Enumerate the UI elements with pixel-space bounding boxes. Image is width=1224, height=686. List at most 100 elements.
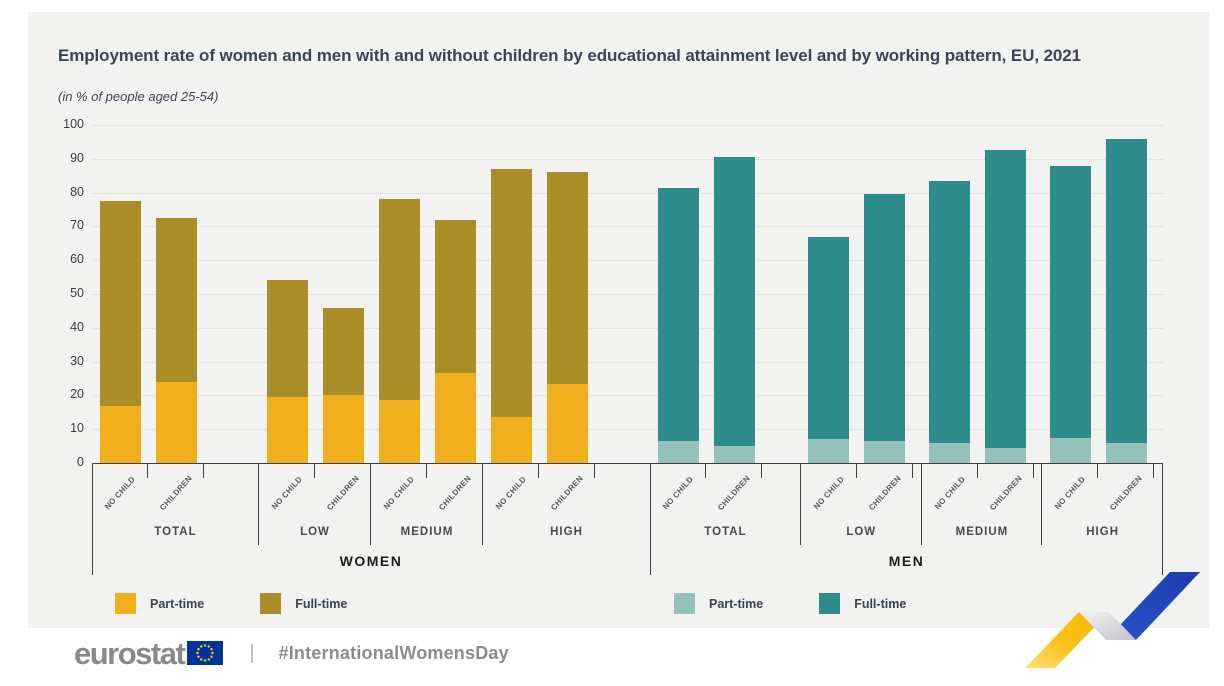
- axis-tick: [426, 463, 427, 478]
- part-time-segment: [434, 373, 476, 463]
- bar-slot: [427, 125, 483, 463]
- y-axis-tick-label: 10: [70, 421, 84, 436]
- part-time-segment: [713, 446, 755, 463]
- group-separator-line: [799, 463, 801, 545]
- axis-tick: [594, 463, 595, 478]
- stacked-bar: [155, 217, 197, 463]
- gridline: [92, 192, 1163, 194]
- group-separator-line: [370, 463, 371, 545]
- stacked-bar: [808, 236, 850, 463]
- group-label: LOW: [846, 526, 877, 538]
- axis-tick: [538, 463, 539, 478]
- bar-category-label: NO CHILD: [1042, 463, 1099, 519]
- y-axis-tick-label: 20: [70, 387, 84, 402]
- stacked-bar: [713, 157, 755, 463]
- full-time-segment: [99, 201, 141, 406]
- bar-category-label: NO CHILD: [92, 463, 148, 519]
- legend-item: Full-time: [260, 593, 347, 614]
- legend-label: Full-time: [854, 596, 907, 611]
- part-time-segment: [657, 441, 699, 463]
- gridline: [92, 327, 1163, 329]
- bar-category-label: NO CHILD: [922, 463, 978, 519]
- hashtag-label: #InternationalWomensDay: [278, 643, 509, 663]
- gridline: [92, 429, 1163, 431]
- group-bar-labels: NO CHILD CHILDREN: [371, 463, 483, 519]
- axis-tick: [855, 463, 857, 478]
- section-boundary-line: [1162, 463, 1163, 575]
- section-boundary-line: [650, 463, 651, 575]
- group-bars: [371, 125, 483, 463]
- full-time-segment: [808, 236, 850, 440]
- bar-category-label: NO CHILD: [650, 463, 706, 519]
- stacked-bar: [378, 199, 420, 463]
- stacked-bar: [266, 280, 308, 463]
- section-men: NO CHILD CHILDREN TOTAL NO CHILD CHILDREN LOW…: [650, 125, 1163, 575]
- legend-swatch: [260, 593, 282, 614]
- part-time-segment: [99, 405, 141, 463]
- y-axis-tick-label: 100: [63, 117, 84, 131]
- bar-category-label: CHILDREN: [706, 463, 762, 519]
- bar-category-label: CHILDREN: [148, 463, 204, 519]
- section-label: WOMEN: [339, 553, 403, 569]
- group-bars: [1042, 125, 1163, 463]
- bar-slot: [857, 125, 913, 463]
- axis-tick: [911, 463, 913, 478]
- plot-area: 0 10 20 30 40 50 60 70 80 90 100 NO CHILD CHILDREN TO…: [63, 117, 1163, 575]
- part-time-segment: [985, 447, 1027, 463]
- group-bars: [922, 125, 1043, 463]
- part-time-segment: [808, 439, 850, 463]
- eurostat-logo: eurostat: [74, 636, 186, 671]
- footer: eurostat | #InternationalWomensDay: [74, 638, 509, 669]
- part-time-segment: [546, 383, 588, 463]
- part-time-segment: [378, 400, 420, 463]
- bar-sections: NO CHILD CHILDREN TOTAL NO CHILD CHILDREN LOW…: [92, 125, 1163, 575]
- groups-row: NO CHILD CHILDREN TOTAL NO CHILD CHILDREN LOW…: [650, 125, 1163, 549]
- gridline: [92, 125, 1163, 126]
- axis-tick: [314, 463, 315, 478]
- bar-slot: [539, 125, 595, 463]
- group-label: MEDIUM: [400, 526, 454, 538]
- full-time-segment: [713, 157, 755, 447]
- group-axis-area: NO CHILD CHILDREN HIGH: [483, 463, 650, 549]
- section-boundary-line: [92, 463, 93, 575]
- bar-slot: [371, 125, 427, 463]
- footer-separator: |: [249, 642, 255, 664]
- y-axis-tick-label: 60: [70, 252, 84, 267]
- axis-tick: [203, 463, 204, 478]
- stacked-bar: [657, 187, 699, 463]
- group-low: NO CHILD CHILDREN LOW: [801, 125, 922, 549]
- part-time-segment: [266, 397, 308, 463]
- part-time-segment: [1049, 437, 1091, 463]
- group-high: NO CHILD CHILDREN HIGH: [1042, 125, 1163, 549]
- legend-item: Full-time: [819, 593, 906, 614]
- chart-title: Employment rate of women and men with an…: [58, 46, 1081, 65]
- group-axis-area: NO CHILD CHILDREN LOW: [259, 463, 371, 549]
- full-time-segment: [1049, 165, 1091, 438]
- legend-swatch: [819, 593, 841, 614]
- group-bar-labels: NO CHILD CHILDREN: [650, 463, 801, 519]
- part-time-segment: [490, 417, 532, 463]
- stacked-bar: [546, 172, 588, 463]
- group-bar-labels: NO CHILD CHILDREN: [801, 463, 922, 519]
- group-axis-area: NO CHILD CHILDREN TOTAL: [92, 463, 259, 549]
- gridline: [92, 294, 1163, 295]
- bar-slot: [978, 125, 1034, 463]
- group-bars: [650, 125, 801, 463]
- group-axis-area: NO CHILD CHILDREN MEDIUM: [371, 463, 483, 549]
- group-total: NO CHILD CHILDREN TOTAL: [650, 125, 801, 549]
- bar-slot: [315, 125, 371, 463]
- group-medium: NO CHILD CHILDREN MEDIUM: [371, 125, 483, 549]
- legend-women: Part-time Full-time: [115, 593, 347, 614]
- gridline: [92, 158, 1163, 160]
- group-high: NO CHILD CHILDREN HIGH: [483, 125, 650, 549]
- bar-slot: [1042, 125, 1098, 463]
- gridline: [92, 395, 1163, 397]
- legend-swatch: [674, 593, 695, 614]
- stacked-bar: [490, 168, 532, 463]
- stacked-bar: [322, 307, 364, 463]
- group-separator-line: [482, 463, 483, 545]
- stacked-bar: [1105, 138, 1147, 463]
- y-axis-tick-label: 40: [70, 319, 84, 334]
- bar-slot: [922, 125, 978, 463]
